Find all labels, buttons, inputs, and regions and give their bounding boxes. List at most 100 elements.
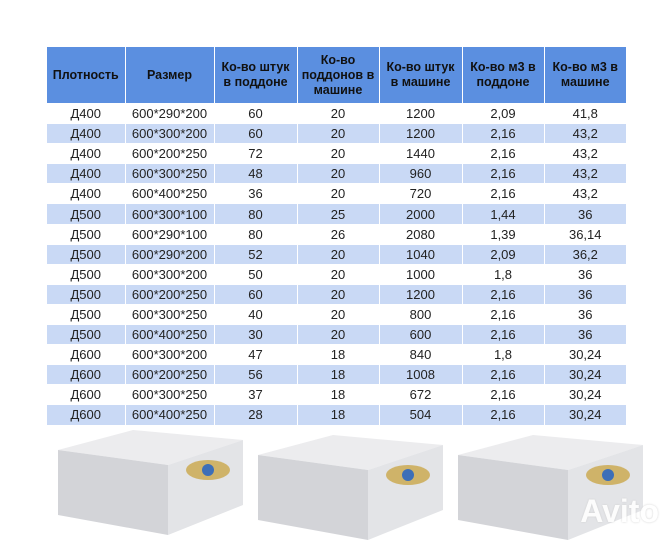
table-cell: 20 (297, 183, 380, 204)
table-cell: 20 (297, 243, 380, 265)
table-cell: 600*400*250 (125, 183, 215, 204)
table-cell: Д400 (47, 102, 126, 124)
table-cell: 30,24 (544, 404, 626, 425)
table-row: Д500 600*300*250 40 20 800 2,16 36 (47, 303, 626, 325)
table-cell: 600*300*200 (125, 344, 215, 365)
table-cell: 2080 (379, 223, 463, 245)
table-cell: Д400 (47, 143, 126, 164)
table-cell: 672 (379, 384, 463, 405)
table-cell: 20 (297, 324, 380, 345)
table-cell: 40 (214, 303, 298, 325)
table-row: Д500 600*400*250 30 20 600 2,16 36 (47, 324, 626, 345)
table-cell: 56 (214, 364, 298, 385)
table-cell: 1200 (379, 102, 463, 124)
table-row: Д500 600*300*200 50 20 1000 1,8 36 (47, 263, 626, 285)
table-row: Д600 600*200*250 56 18 1008 2,16 30,24 (47, 364, 626, 385)
table-cell: 2,16 (462, 123, 545, 144)
block-face (258, 455, 368, 540)
table-cell: 20 (297, 263, 380, 285)
table-cell: 43,2 (544, 163, 626, 184)
table-cell: 600*290*200 (125, 243, 215, 265)
table-cell: 1008 (379, 364, 463, 385)
table-row: Д400 600*300*250 48 20 960 2,16 43,2 (47, 163, 626, 184)
table-cell: 1200 (379, 123, 463, 144)
table-row: Д400 600*300*200 60 20 1200 2,16 43,2 (47, 123, 626, 144)
table-cell: 2,16 (462, 364, 545, 385)
table-cell: 80 (214, 223, 298, 245)
table-cell: 2,16 (462, 163, 545, 184)
table-cell: 600*400*250 (125, 404, 215, 425)
table-cell: 18 (297, 364, 380, 385)
table-row: Д400 600*290*200 60 20 1200 2,09 41,8 (47, 102, 626, 124)
table-cell: Д500 (47, 303, 126, 325)
table-cell: 72 (214, 143, 298, 164)
table-cell: 2,16 (462, 143, 545, 164)
table-cell: Д500 (47, 203, 126, 225)
table-cell: 43,2 (544, 123, 626, 144)
block-face (58, 430, 243, 465)
table-row: Д400 600*400*250 36 20 720 2,16 43,2 (47, 183, 626, 204)
table-cell: 60 (214, 123, 298, 144)
table-cell: 800 (379, 303, 463, 325)
table-cell: 18 (297, 344, 380, 365)
table-cell: 20 (297, 143, 380, 164)
table-cell: 600*300*250 (125, 303, 215, 325)
table-cell: 2,16 (462, 183, 545, 204)
table-cell: 36 (544, 203, 626, 225)
table-cell: 600*200*250 (125, 283, 215, 305)
table-row: Д500 600*290*200 52 20 1040 2,09 36,2 (47, 243, 626, 265)
table-cell: 600*200*250 (125, 143, 215, 164)
column-header: Ко-во поддонов в машине (297, 47, 380, 104)
table-cell: 1200 (379, 283, 463, 305)
table-cell: 2,16 (462, 283, 545, 305)
logo-shield (402, 469, 414, 481)
table-row: Д500 600*290*100 80 26 2080 1,39 36,14 (47, 223, 626, 245)
table-cell: 20 (297, 123, 380, 144)
table-cell: 720 (379, 183, 463, 204)
table-cell: 37 (214, 384, 298, 405)
table-cell: 30 (214, 324, 298, 345)
table-cell: 2000 (379, 203, 463, 225)
table-row: Д600 600*300*250 37 18 672 2,16 30,24 (47, 384, 626, 405)
table-cell: 36 (214, 183, 298, 204)
table-cell: 20 (297, 283, 380, 305)
table-cell: 30,24 (544, 364, 626, 385)
column-header: Ко-во м3 в поддоне (462, 47, 545, 104)
column-header: Плотность (47, 47, 126, 104)
table-cell: 48 (214, 163, 298, 184)
table-cell: 36,2 (544, 243, 626, 265)
table-cell: 41,8 (544, 102, 626, 124)
table-cell: Д500 (47, 243, 126, 265)
table-cell: 600*300*250 (125, 384, 215, 405)
table-cell: 1,44 (462, 203, 545, 225)
table-cell: 26 (297, 223, 380, 245)
table-cell: 600*300*200 (125, 123, 215, 144)
table-cell: 43,2 (544, 143, 626, 164)
table-cell: 1,8 (462, 263, 545, 285)
table-cell: 30,24 (544, 384, 626, 405)
table-cell: 1,39 (462, 223, 545, 245)
table-cell: 18 (297, 384, 380, 405)
table-cell: 2,16 (462, 324, 545, 345)
logo-shield (202, 464, 214, 476)
table-row: Д500 600*200*250 60 20 1200 2,16 36 (47, 283, 626, 305)
table-cell: Д600 (47, 404, 126, 425)
table-cell: 960 (379, 163, 463, 184)
table-cell: Д400 (47, 123, 126, 144)
table-cell: 600*290*100 (125, 223, 215, 245)
table-cell: 600*300*250 (125, 163, 215, 184)
table-row: Д500 600*300*100 80 25 2000 1,44 36 (47, 203, 626, 225)
table-cell: 600*300*100 (125, 203, 215, 225)
column-header: Размер (125, 47, 215, 104)
table-cell: Д400 (47, 163, 126, 184)
table-cell: 2,09 (462, 243, 545, 265)
column-header: Ко-во штук в машине (379, 47, 463, 104)
table-cell: 18 (297, 404, 380, 425)
table-cell: 1040 (379, 243, 463, 265)
table-cell: 36,14 (544, 223, 626, 245)
table-cell: 52 (214, 243, 298, 265)
table-cell: 60 (214, 283, 298, 305)
table-cell: Д500 (47, 223, 126, 245)
table-cell: 1000 (379, 263, 463, 285)
table-cell: 504 (379, 404, 463, 425)
